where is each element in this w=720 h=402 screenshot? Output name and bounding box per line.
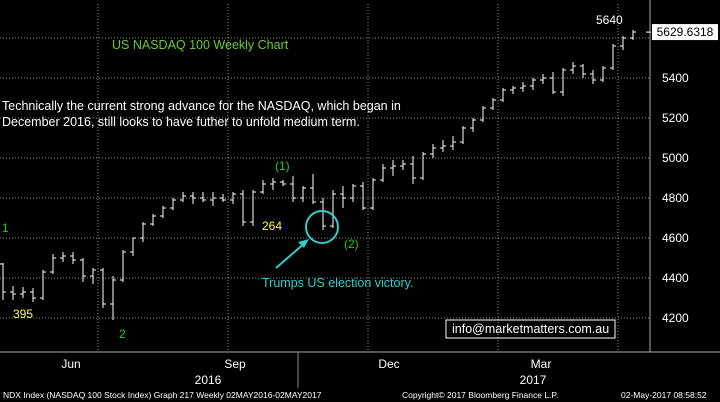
footer-timestamp: 02-May-2017 08:58:52	[621, 390, 707, 400]
annotation-arrow	[275, 241, 307, 269]
footer-copyright: Copyright© 2017 Bloomberg Finance L.P.	[402, 390, 559, 400]
wave-label: 2	[119, 327, 126, 341]
count-label: 264	[262, 219, 282, 233]
x-tick-label: Dec	[378, 357, 399, 371]
arrow-head	[298, 239, 309, 248]
wave-label: (2)	[344, 237, 359, 251]
y-tick-label: 4800	[662, 191, 689, 205]
chart-title: US NASDAQ 100 Weekly Chart	[112, 38, 289, 52]
contact-box	[445, 319, 616, 339]
high-label: 5640	[596, 13, 623, 27]
election-circle	[305, 210, 339, 244]
y-tick-label: 5200	[662, 111, 689, 125]
wave-label: 1	[2, 221, 9, 235]
wave-label: (1)	[275, 159, 290, 173]
x-year-label: 2016	[195, 373, 222, 387]
y-tick-label: 4400	[662, 271, 689, 285]
footer-source: NDX Index (NASDAQ 100 Stock Index) Graph…	[3, 390, 322, 400]
annotation-label: Trumps US election victory.	[262, 276, 413, 290]
y-tick-label: 4200	[662, 311, 689, 325]
y-tick-label: 5000	[662, 151, 689, 165]
commentary-line: December 2016, still looks to have futhe…	[2, 115, 360, 129]
footer-bar: NDX Index (NASDAQ 100 Stock Index) Graph…	[0, 388, 720, 402]
commentary-line: Technically the current strong advance f…	[2, 99, 401, 113]
price-bars	[0, 30, 636, 320]
last-price-label: 5629.6318	[657, 25, 714, 39]
contact-label: info@marketmatters.com.au	[452, 322, 609, 336]
y-tick-label: 5400	[662, 71, 689, 85]
x-tick-label: Sep	[224, 357, 246, 371]
last-price-badge	[652, 24, 718, 41]
count-label: 395	[13, 307, 33, 321]
y-tick-label: 4600	[662, 231, 689, 245]
gridlines	[0, 0, 720, 388]
x-tick-label: Mar	[531, 357, 552, 371]
chart-labels: 4200 4400 4600 4800 5000 5200 5400 Jun Sep Dec Mar…	[2, 13, 718, 387]
x-year-label: 2017	[520, 373, 547, 387]
x-tick-label: Jun	[61, 357, 80, 371]
